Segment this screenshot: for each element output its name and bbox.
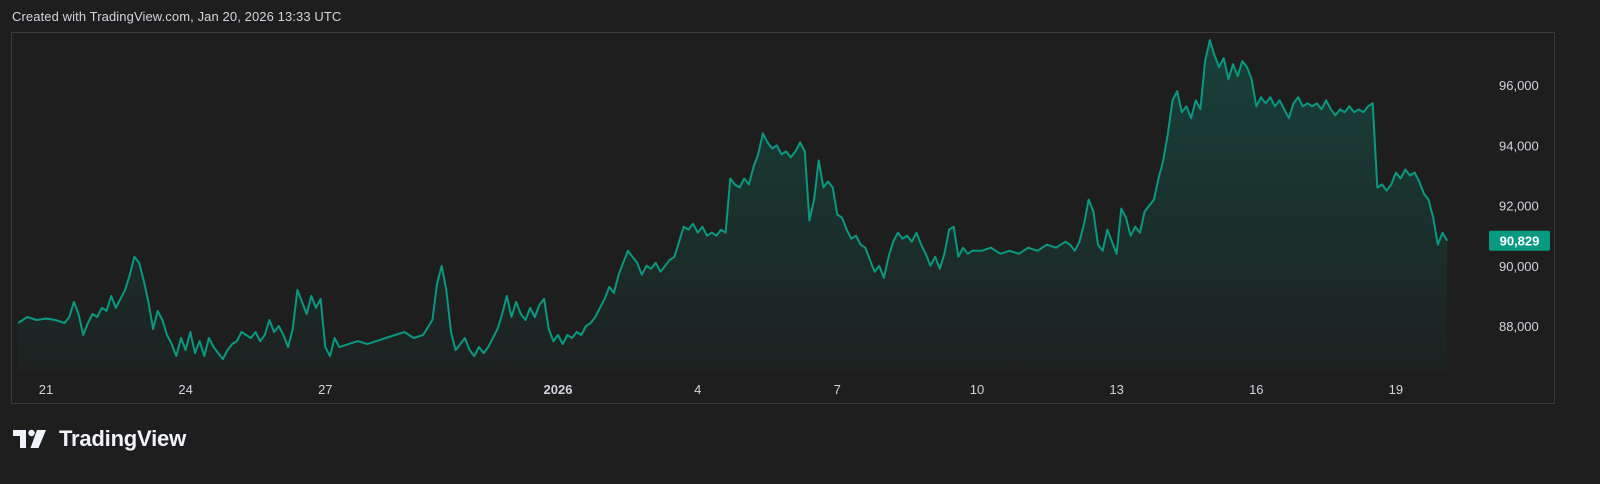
x-axis-tick-label: 24 <box>178 382 192 397</box>
y-axis-tick-label: 96,000 <box>1499 78 1539 93</box>
x-axis-tick-label: 13 <box>1109 382 1123 397</box>
last-price-tag: 90,829 <box>1489 230 1550 251</box>
chart-caption: Created with TradingView.com, Jan 20, 20… <box>12 9 342 24</box>
y-axis-tick-label: 92,000 <box>1499 199 1539 214</box>
y-axis-tick-label: 88,000 <box>1499 319 1539 334</box>
chart-frame[interactable] <box>11 32 1555 404</box>
x-axis-tick-label: 27 <box>318 382 332 397</box>
x-axis-tick-label: 7 <box>834 382 841 397</box>
x-axis-tick-label: 4 <box>694 382 701 397</box>
x-axis-tick-label: 2026 <box>544 382 573 397</box>
price-area-fill <box>18 40 1448 371</box>
y-axis-tick-label: 90,000 <box>1499 259 1539 274</box>
x-axis-tick-label: 19 <box>1389 382 1403 397</box>
x-axis-tick-label: 21 <box>39 382 53 397</box>
last-price-label: 90,829 <box>1500 233 1540 248</box>
tradingview-logo-icon <box>13 429 46 448</box>
x-axis-tick-label: 16 <box>1249 382 1263 397</box>
x-axis-tick-label: 10 <box>970 382 984 397</box>
price-line[interactable] <box>17 39 1449 361</box>
tradingview-logo-text: TradingView <box>59 426 186 451</box>
y-axis-tick-label: 94,000 <box>1499 138 1539 153</box>
tradingview-logo[interactable]: TradingView <box>13 426 186 452</box>
